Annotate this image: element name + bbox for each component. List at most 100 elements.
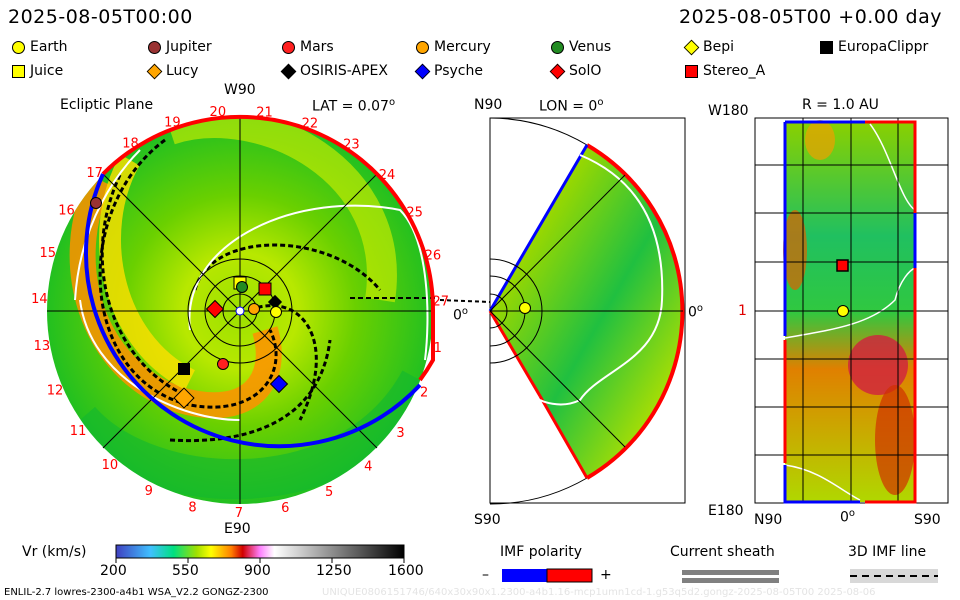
rim-number: 21: [256, 105, 273, 120]
imf-positive-swatch: [546, 568, 593, 583]
zero-value: 0: [688, 304, 697, 321]
legend-item: Venus: [551, 39, 611, 55]
rim-number: 4: [364, 460, 372, 475]
degree-sign: o: [461, 306, 469, 317]
rim-number: 13: [34, 339, 51, 354]
legend-item: Psyche: [414, 63, 483, 79]
legend-label: Venus: [569, 39, 612, 55]
rim-number: 22: [302, 117, 319, 132]
rim-number: 18: [122, 136, 139, 151]
rim-number: 26: [425, 248, 442, 263]
imf-polarity-label: IMF polarity: [500, 544, 583, 560]
legend-item: Jupiter: [148, 39, 212, 55]
rim-number: 17: [86, 166, 103, 181]
degree-sign: o: [696, 303, 704, 314]
timestamp-right: 2025-08-05T00 +0.00 day: [679, 6, 942, 28]
colorbar-tick-label: 900: [244, 563, 271, 579]
degree-sign: o: [848, 508, 856, 519]
legend-label: Lucy: [166, 63, 199, 79]
rim-number: 14: [31, 292, 48, 307]
ecliptic-title: Ecliptic Plane: [60, 97, 154, 113]
rim-number: 3: [396, 426, 404, 441]
rim-number: 24: [379, 168, 396, 183]
rim-number: 5: [325, 485, 333, 500]
meridional-top-label: N90: [474, 97, 503, 113]
legend-circle-icon: [416, 40, 429, 54]
lon-value: LON = 0: [539, 98, 598, 115]
mercury-marker: [248, 303, 260, 315]
model-info: ENLIL-2.7 lowres-2300-a4b1 WSA_V2.2 GONG…: [4, 587, 269, 598]
legend-label: Stereo_A: [703, 63, 766, 79]
earth-marker: [270, 306, 282, 318]
colorbar-label: Vr (km/s): [22, 544, 87, 560]
legend-label: SolO: [569, 63, 602, 79]
colorbar-tick-label: 200: [100, 563, 127, 579]
imf-line-swatch: [850, 569, 938, 583]
europaclipper-marker: [178, 363, 190, 375]
legend-circle-icon: [148, 40, 161, 54]
rim-number: 6: [281, 501, 289, 516]
current-sheath-label: Current sheath: [670, 544, 775, 560]
rim-number: 11: [70, 424, 87, 439]
rim-number: 2: [420, 386, 428, 401]
legend-circle-icon: [12, 40, 25, 54]
legend-item: Stereo_A: [685, 63, 765, 79]
ecliptic-lat-label: LAT = 0.07o: [312, 97, 395, 115]
legend-item: Lucy: [146, 63, 199, 79]
radial-bottom-left-label: E180: [708, 503, 744, 519]
imf-polarity-rim-positive: [101, 114, 436, 382]
imf-plus-label: +: [600, 567, 612, 583]
legend-square-icon: [820, 40, 833, 54]
legend-square-icon: [685, 64, 698, 78]
legend-item: EuropaClippr: [820, 39, 928, 55]
velocity-colorbar: [115, 544, 405, 559]
rim-number: 23: [343, 138, 360, 153]
rim-number: 12: [47, 384, 64, 399]
colorbar-tick-label: 1250: [316, 563, 352, 579]
radial-mid-label: 1: [738, 303, 747, 319]
sun-icon: [235, 306, 245, 316]
degree-sign: o: [597, 97, 604, 108]
current-sheath-swatch: [682, 570, 779, 575]
legend-label: EuropaClippr: [838, 39, 929, 55]
radial-title: R = 1.0 AU: [802, 97, 879, 113]
solo-marker: [205, 299, 225, 319]
imf-line-label: 3D IMF line: [848, 544, 927, 560]
ecliptic-bottom-label: E90: [224, 521, 251, 537]
radial-x-right-label: S90: [914, 512, 941, 528]
imf-lines: [98, 138, 435, 443]
rim-number: 27: [432, 294, 449, 309]
stereo-a-marker-radial: [836, 259, 849, 272]
meridional-plane-panel: [439, 117, 686, 505]
meridional-right-label: 0o: [688, 303, 703, 321]
rim-number: 20: [210, 105, 227, 120]
legend-circle-icon: [551, 40, 564, 54]
legend-square-icon: [12, 64, 25, 78]
ecliptic-right-label: 0o: [453, 306, 468, 324]
radial-x-mid-label: 0o: [840, 508, 855, 526]
lucy-marker: [173, 387, 195, 409]
run-id: UNIQUE0806151746/640x30x90x1.2300-a4b1.1…: [322, 587, 876, 598]
legend-label: Juice: [30, 63, 64, 79]
earth-marker-radial: [837, 305, 849, 317]
legend-item: Juice: [12, 63, 63, 79]
legend-item: Mars: [282, 39, 334, 55]
meridional-lon-label: LON = 0o: [539, 97, 603, 115]
rim-number: 8: [188, 500, 196, 515]
zero-value: 0: [453, 307, 462, 324]
osiris-apex-marker: [267, 294, 283, 310]
legend-label: OSIRIS-APEX: [300, 63, 388, 79]
rim-number: 19: [164, 116, 181, 131]
legend-label: Mars: [300, 39, 334, 55]
radial-x-left-label: N90: [754, 512, 783, 528]
legend-item: Mercury: [416, 39, 491, 55]
psyche-marker: [269, 374, 289, 394]
radial-shell-panel: [754, 117, 949, 504]
mars-marker: [217, 358, 229, 370]
lat-value: LAT = 0.07: [312, 98, 389, 115]
rim-number: 25: [406, 206, 423, 221]
zero-value: 0: [840, 509, 849, 526]
legend-label: Bepi: [703, 39, 734, 55]
